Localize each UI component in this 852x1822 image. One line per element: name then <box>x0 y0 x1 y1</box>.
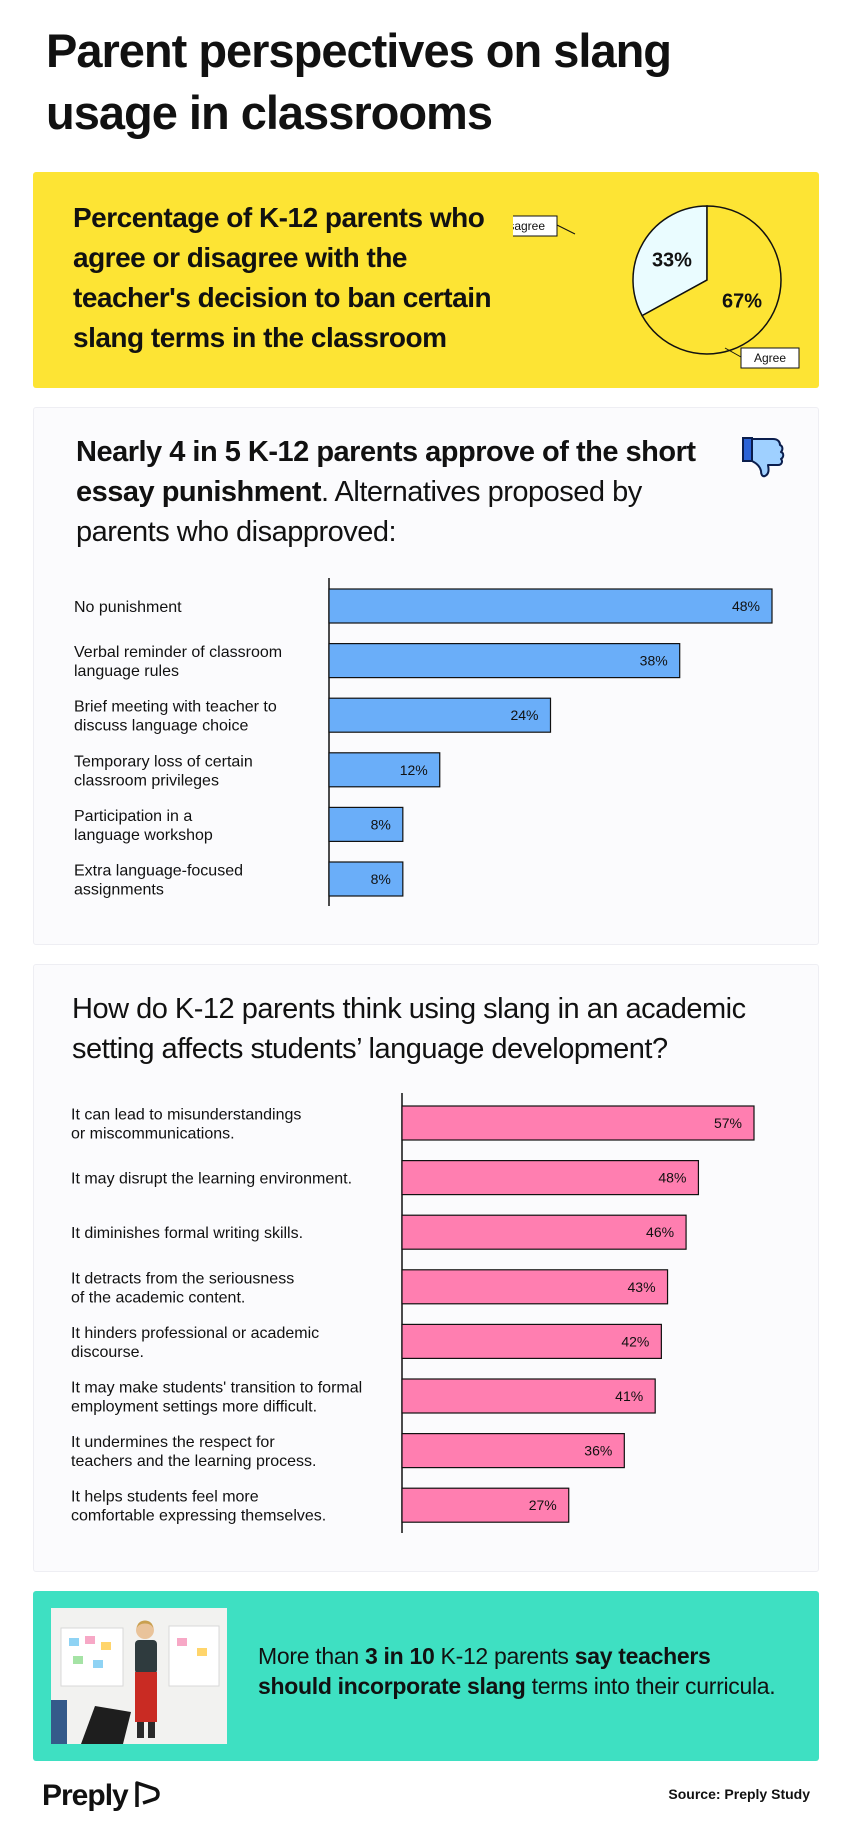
classroom-photo <box>51 1608 227 1744</box>
development-bar <box>401 1378 656 1414</box>
preply-logo: Preply <box>42 1779 129 1812</box>
punishment-value-label: 8% <box>371 871 391 887</box>
development-category-label: It detracts from the seriousness of the a… <box>71 1270 294 1306</box>
callout-panel: More than 3 in 10 K-12 parents say teach… <box>33 1591 819 1761</box>
punishment-category-label: Brief meeting with teacher to discuss lan… <box>74 699 277 735</box>
punishment-bar <box>328 752 441 788</box>
pie-value-agree: 67% <box>722 291 762 313</box>
punishment-category-label: Verbal reminder of classroom language rul… <box>74 644 282 680</box>
development-value-label: 36% <box>584 1443 612 1459</box>
development-category-label: It diminishes formal writing skills. <box>71 1225 303 1242</box>
punishment-value-label: 24% <box>510 707 538 723</box>
pie-panel: Percentage of K-12 parents who agree or … <box>33 172 819 388</box>
pie-legend-box-agree <box>740 347 800 369</box>
development-category-label: It hinders professional or academic disco… <box>71 1325 319 1361</box>
callout-pre: More than <box>258 1643 365 1669</box>
pie-slice-agree <box>641 205 782 355</box>
callout-post: terms into their curricula. <box>525 1673 776 1699</box>
development-card: How do K-12 parents think using slang in… <box>33 964 819 1572</box>
punishment-bar <box>328 588 773 624</box>
development-value-label: 42% <box>621 1333 649 1349</box>
punishment-bar-chart: 48% No punishment 38% Verbal reminder of cl… <box>74 578 773 906</box>
punishment-category-label: Temporary loss of certain classroom privi… <box>74 753 253 789</box>
punishment-bar <box>328 806 404 842</box>
pie-slice-disagree <box>632 205 708 317</box>
punishment-bar <box>328 643 681 679</box>
development-value-label: 27% <box>529 1497 557 1513</box>
development-value-label: 41% <box>615 1388 643 1404</box>
development-category-label: It may disrupt the learning environment. <box>71 1171 352 1188</box>
callout-mid: K-12 parents <box>434 1643 575 1669</box>
pie-heading: Percentage of K-12 parents who agree or … <box>73 202 492 353</box>
pie-legend-agree: Agree <box>754 351 786 365</box>
pie-chart: 33% 67% Disagree Agree <box>513 205 800 369</box>
punishment-heading-rest: . Alternatives proposed by parents who d… <box>76 476 642 548</box>
punishment-value-label: 12% <box>400 762 428 778</box>
pie-legend-box-disagree <box>513 215 558 237</box>
punishment-category-label: Extra language-focused assignments <box>74 863 243 899</box>
punishment-heading: Nearly 4 in 5 K-12 parents approve of th… <box>76 432 726 552</box>
punishment-card: Nearly 4 in 5 K-12 parents approve of th… <box>33 407 819 945</box>
development-value-label: 46% <box>646 1224 674 1240</box>
pie-leader-agree <box>724 347 742 358</box>
pie-value-disagree: 33% <box>652 249 692 271</box>
callout-text: More than 3 in 10 K-12 parents say teach… <box>258 1641 788 1701</box>
pie-leader-disagree <box>556 224 576 235</box>
punishment-bar <box>328 861 404 897</box>
punishment-value-label: 8% <box>371 816 391 832</box>
development-value-label: 43% <box>628 1279 656 1295</box>
punishment-value-label: 48% <box>732 598 760 614</box>
development-bar <box>401 1160 700 1196</box>
punishment-category-label: Participation in a language workshop <box>74 808 213 844</box>
preply-logo-icon <box>135 1781 160 1807</box>
development-bar <box>401 1269 669 1305</box>
development-bar <box>401 1323 662 1359</box>
page-title: Parent perspectives on slang usage in cl… <box>46 24 672 139</box>
source-note: Source: Preply Study <box>668 1786 810 1802</box>
punishment-value-label: 38% <box>640 653 668 669</box>
callout-bold-1: 3 in 10 <box>364 1643 435 1669</box>
development-category-label: It may make students' transition to form… <box>71 1380 362 1416</box>
development-value-label: 48% <box>658 1170 686 1186</box>
punishment-heading-bold: Nearly 4 in 5 K-12 parents approve of th… <box>76 436 696 508</box>
punishment-bar <box>328 697 552 733</box>
teacher-illustration-icon <box>51 1608 227 1744</box>
development-bar <box>401 1487 570 1523</box>
callout-bold-2: say teachers should incorporate slang <box>258 1643 711 1699</box>
development-heading: How do K-12 parents think using slang in… <box>72 993 746 1065</box>
development-value-label: 57% <box>714 1115 742 1131</box>
development-bar <box>401 1433 625 1469</box>
development-category-label: It undermines the respect for teachers an… <box>71 1434 316 1470</box>
development-category-label: It helps students feel more comfortable e… <box>71 1489 326 1525</box>
development-bar-chart: 57% It can lead to misunderstandings or mi… <box>71 1093 755 1533</box>
thumbs-down-icon <box>742 437 785 478</box>
development-bar <box>401 1105 755 1141</box>
pie-legend-disagree: Disagree <box>513 219 545 233</box>
punishment-category-label: No punishment <box>74 599 182 616</box>
development-bar <box>401 1214 687 1250</box>
development-category-label: It can lead to misunderstandings or misco… <box>71 1107 301 1143</box>
